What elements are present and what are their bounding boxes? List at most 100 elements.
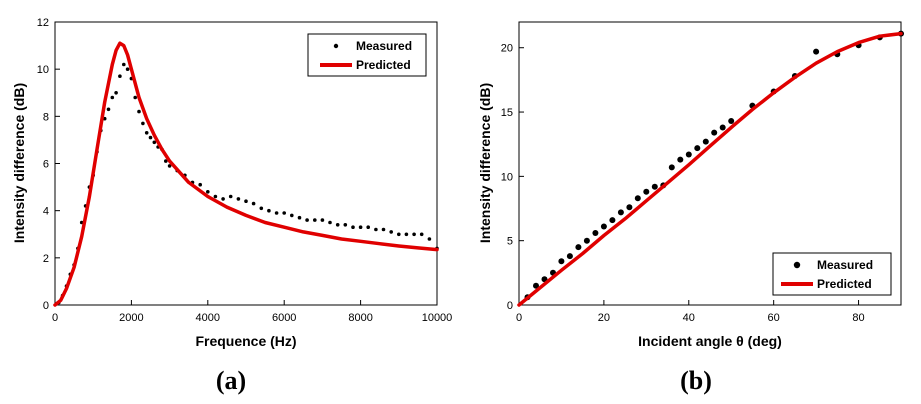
legend-a: Measured Predicted: [307, 33, 427, 77]
measured-point-a-22: [141, 121, 145, 126]
legend-box-a: [307, 33, 427, 77]
measured-point-b-4: [558, 258, 565, 265]
x-tick-label-a-2: 4000: [196, 312, 220, 324]
y-tick-label-b-1: 5: [507, 236, 513, 248]
measured-point-b-21: [702, 138, 709, 145]
measured-point-b-8: [592, 230, 599, 236]
legend-label-predicted-b: Predicted: [817, 277, 872, 291]
measured-point-b-12: [626, 204, 633, 211]
measured-point-a-37: [228, 194, 233, 199]
x-tick-label-b-2: 40: [683, 312, 695, 324]
series-b: [517, 30, 904, 307]
measured-point-b-19: [685, 151, 692, 158]
measured-point-b-15: [651, 183, 658, 190]
measured-point-a-53: [351, 225, 355, 229]
measured-point-b-6: [575, 244, 582, 251]
ticks-b: 0 20 40 60 80 0 5 10 15 20: [501, 43, 865, 324]
measured-point-a-41: [259, 206, 264, 211]
measured-point-b-23: [719, 124, 726, 131]
measured-point-a-28: [164, 159, 168, 163]
predicted-line-b: [517, 31, 903, 307]
measured-point-b-22: [711, 129, 718, 136]
measured-point-a-48: [313, 218, 317, 222]
measured-point-b-5: [566, 253, 573, 260]
y-tick-label-a-4: 8: [43, 111, 49, 123]
y-axis-title-b: Intensity difference (dB): [477, 83, 493, 243]
measured-point-a-43: [274, 211, 279, 215]
measured-point-a-25: [152, 140, 157, 145]
y-tick-label-a-6: 12: [37, 17, 49, 29]
legend-label-measured-a: Measured: [356, 39, 412, 53]
measured-point-b-1: [533, 282, 539, 289]
measured-point-b-11: [617, 209, 624, 216]
measured-point-a-35: [213, 194, 218, 199]
y-tick-label-b-3: 15: [501, 107, 513, 119]
x-tick-label-a-0: 0: [52, 312, 58, 324]
x-tick-label-b-4: 80: [852, 312, 864, 324]
legend-label-predicted-a: Predicted: [356, 58, 411, 72]
measured-point-b-20: [694, 145, 701, 152]
y-tick-label-b-0: 0: [507, 300, 513, 312]
measured-point-b-10: [609, 217, 616, 224]
measured-point-b-13: [634, 195, 641, 202]
measured-point-b-14: [643, 188, 650, 195]
measured-point-a-36: [221, 197, 225, 201]
measured-point-a-38: [236, 197, 241, 201]
measured-point-a-47: [305, 218, 309, 222]
measured-point-a-63: [427, 237, 432, 241]
measured-point-a-45: [290, 213, 294, 218]
measured-point-b-9: [600, 223, 607, 230]
y-tick-label-a-1: 2: [43, 253, 49, 265]
measured-point-a-20: [133, 95, 137, 100]
measured-point-b-28: [813, 48, 820, 55]
measured-point-b-24: [728, 118, 735, 124]
measured-point-a-58: [389, 230, 394, 234]
measured-point-a-39: [244, 199, 248, 203]
measured-point-a-52: [343, 223, 348, 227]
x-tick-label-a-4: 8000: [348, 312, 372, 324]
y-axis-title-a: Intensity difference (dB): [11, 83, 27, 243]
x-axis-title-b: Incident angle θ (deg): [638, 333, 782, 349]
legend-box-b: [772, 252, 892, 296]
x-tick-label-a-1: 2000: [119, 312, 143, 324]
predicted-line-a: [53, 41, 439, 307]
series-a: [53, 41, 439, 307]
measured-point-a-42: [267, 208, 271, 213]
measured-point-a-13: [106, 107, 111, 112]
measured-point-a-16: [118, 74, 122, 78]
measured-point-a-57: [381, 227, 386, 232]
measured-point-a-24: [148, 135, 153, 140]
legend-marker-measured-a: [333, 43, 339, 49]
y-tick-label-a-2: 4: [43, 206, 49, 218]
caption-a: (a): [216, 366, 246, 395]
y-tick-label-b-2: 10: [501, 171, 513, 183]
measured-point-a-60: [404, 232, 409, 237]
legend-label-measured-b: Measured: [817, 258, 873, 272]
measured-point-a-55: [366, 225, 371, 229]
measured-point-a-56: [374, 227, 378, 232]
measured-point-a-50: [328, 220, 332, 225]
measured-point-a-29: [167, 164, 172, 168]
legend-b: Measured Predicted: [772, 252, 892, 296]
chart-b: 0 20 40 60 80 0 5 10 15 20 Incident angle θ (deg)…: [477, 21, 904, 395]
measured-point-b-7: [583, 237, 590, 244]
measured-point-a-51: [335, 223, 340, 227]
chart-a: 0 2000 4000 6000 8000 10000 0 2 4 6 8 10 12 Frequenc…: [11, 17, 452, 395]
measured-point-a-49: [320, 218, 325, 222]
legend-marker-measured-b: [793, 261, 801, 269]
measured-point-a-21: [137, 109, 141, 114]
plot-frame-b: [518, 21, 902, 306]
ticks-a: 0 2000 4000 6000 8000 10000 0 2 4 6 8 10 12: [37, 17, 453, 324]
measured-point-a-46: [297, 215, 302, 220]
measured-point-a-44: [282, 211, 287, 215]
measured-point-b-18: [677, 156, 684, 163]
x-tick-label-b-0: 0: [516, 312, 522, 324]
measured-point-a-59: [397, 232, 401, 237]
y-tick-label-a-3: 6: [43, 159, 49, 171]
x-tick-label-a-5: 10000: [422, 312, 453, 324]
measured-point-a-62: [419, 232, 424, 237]
y-tick-label-b-4: 20: [501, 43, 513, 55]
measured-point-a-18: [125, 67, 130, 71]
measured-point-b-17: [668, 164, 675, 171]
